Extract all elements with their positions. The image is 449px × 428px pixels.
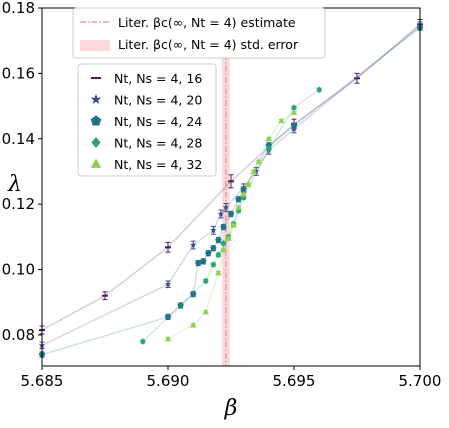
data-point xyxy=(290,109,298,116)
legend-marker-4 xyxy=(90,158,102,168)
y-tick-label: 0.14 xyxy=(2,130,35,148)
legend-label-3: Nt, Ns = 4, 28 xyxy=(114,136,202,151)
data-point xyxy=(265,145,272,152)
data-point xyxy=(291,104,297,112)
data-point xyxy=(177,302,184,309)
data-point xyxy=(189,290,197,297)
data-point xyxy=(227,210,235,217)
data-point xyxy=(235,204,242,210)
data-point xyxy=(189,321,197,328)
data-point xyxy=(210,261,217,269)
y-tick-label: 0.12 xyxy=(2,195,35,213)
plot-area xyxy=(38,8,424,366)
legend-marker-3 xyxy=(91,137,101,148)
legend-error-swatch xyxy=(80,40,110,51)
series-group-2 xyxy=(38,24,424,358)
data-point xyxy=(235,207,242,215)
data-point xyxy=(189,241,197,248)
axes: 5.685 5.690 5.695 5.700 0.08 0.10 0.12 0.14 0.16… xyxy=(2,0,442,421)
data-point xyxy=(240,190,247,197)
data-point xyxy=(252,168,260,175)
legend-label-4: Nt, Ns = 4, 32 xyxy=(114,157,202,172)
legend-marker-1 xyxy=(90,94,102,104)
data-point xyxy=(240,186,247,193)
data-point xyxy=(205,249,212,256)
legend-top-frame xyxy=(72,7,326,59)
x-tick-label: 5.685 xyxy=(21,372,64,390)
data-point xyxy=(220,239,227,247)
data-point xyxy=(316,86,323,94)
data-point xyxy=(202,277,209,285)
data-point xyxy=(202,308,210,315)
data-point xyxy=(139,338,146,345)
data-point xyxy=(217,210,225,217)
y-tick-label: 0.10 xyxy=(2,261,35,279)
legend-literature: Liter. βc(∞, Nt = 4) estimate Liter. βc(… xyxy=(72,7,326,59)
data-point xyxy=(265,135,273,142)
data-point xyxy=(200,257,207,265)
data-point xyxy=(235,195,242,203)
data-point xyxy=(278,117,285,124)
legend-series: Nt, Ns = 4, 16 Nt, Ns = 4, 20 Nt, Ns = 4, … xyxy=(77,63,217,177)
y-tick-label: 0.16 xyxy=(2,64,35,82)
y-tick-label: 0.08 xyxy=(2,326,35,344)
y-tick-label: 0.18 xyxy=(2,0,35,17)
data-point xyxy=(255,158,262,165)
x-tick-label: 5.700 xyxy=(399,372,442,390)
data-point xyxy=(164,313,172,320)
data-point xyxy=(215,251,222,259)
series-line-2 xyxy=(41,27,421,356)
legend-error-label: Liter. βc(∞, Nt = 4) std. error xyxy=(118,37,299,52)
x-tick-label: 5.695 xyxy=(273,372,316,390)
legend-series-frame xyxy=(77,63,217,177)
data-point xyxy=(220,246,227,253)
data-point xyxy=(164,280,172,288)
legend-marker-2 xyxy=(90,115,102,126)
data-point xyxy=(240,194,247,202)
series-group-4 xyxy=(164,109,298,342)
x-tick-label: 5.690 xyxy=(147,372,190,390)
legend-estimate-label: Liter. βc(∞, Nt = 4) estimate xyxy=(118,15,296,30)
legend-label-2: Nt, Ns = 4, 24 xyxy=(114,114,202,129)
data-point xyxy=(230,222,237,228)
data-point xyxy=(245,181,252,187)
data-point xyxy=(195,259,202,266)
legend-label-0: Nt, Ns = 4, 16 xyxy=(114,71,202,86)
data-point xyxy=(215,269,222,276)
legend-label-1: Nt, Ns = 4, 20 xyxy=(114,93,202,108)
x-axis-label: β xyxy=(224,396,238,421)
data-point xyxy=(215,236,222,243)
data-point xyxy=(222,204,230,211)
series-line-3 xyxy=(142,89,320,343)
literature-error-band xyxy=(222,8,230,366)
y-axis-label: λ xyxy=(7,172,22,197)
data-point xyxy=(210,226,217,234)
data-point xyxy=(210,244,217,252)
data-point xyxy=(164,335,172,342)
data-point xyxy=(250,168,257,174)
data-point xyxy=(290,122,298,129)
data-point xyxy=(225,235,232,241)
data-point xyxy=(220,223,227,230)
